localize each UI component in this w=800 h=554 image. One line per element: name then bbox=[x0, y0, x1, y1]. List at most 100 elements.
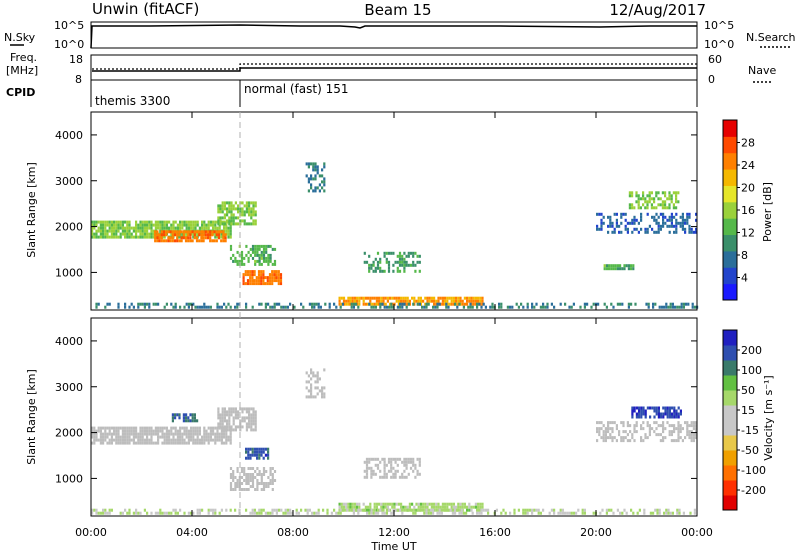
power-echo-cell bbox=[603, 302, 606, 306]
velocity-echo-cell bbox=[607, 427, 610, 431]
power-echo-cell bbox=[406, 299, 409, 303]
velocity-echo-cell bbox=[256, 488, 259, 491]
power-echo-cell bbox=[642, 197, 645, 201]
power-echo-cell bbox=[119, 235, 122, 239]
power-echo-cell bbox=[383, 305, 386, 309]
velocity-echo-cell bbox=[106, 435, 109, 439]
power-echo-cell bbox=[279, 279, 283, 283]
velocity-echo-cell bbox=[316, 380, 319, 384]
power-echo-cell bbox=[135, 223, 138, 227]
velocity-echo-cell bbox=[95, 432, 98, 436]
power-echo-cell bbox=[253, 273, 256, 277]
power-echo-cell bbox=[381, 269, 384, 273]
power-echo-cell bbox=[668, 215, 671, 219]
velocity-echo-cell bbox=[252, 407, 255, 411]
power-echo-cell bbox=[273, 302, 276, 306]
power-echo-cell bbox=[542, 302, 545, 306]
power-echo-cell bbox=[314, 168, 317, 172]
velocity-echo-cell bbox=[95, 435, 98, 439]
velocity-echo-cell bbox=[688, 436, 691, 440]
power-echo-cell bbox=[671, 305, 674, 309]
power-echo-cell bbox=[316, 165, 319, 169]
velocity-echo-cell bbox=[403, 463, 406, 467]
power-echo-cell bbox=[417, 299, 420, 303]
velocity-echo-cell bbox=[223, 428, 226, 432]
power-echo-cell bbox=[189, 236, 192, 240]
velocity-echo-cell bbox=[461, 505, 464, 509]
velocity-echo-cell bbox=[415, 508, 418, 512]
velocity-echo-cell bbox=[256, 450, 259, 454]
velocity-echo-cell bbox=[677, 424, 680, 428]
velocity-echo-cell bbox=[161, 426, 164, 430]
velocity-echo-cell bbox=[192, 438, 195, 442]
velocity-echo-cell bbox=[93, 432, 96, 436]
power-echo-cell bbox=[673, 215, 676, 219]
velocity-echo-cell bbox=[338, 505, 341, 509]
velocity-echo-cell bbox=[316, 377, 319, 381]
power-echo-cell bbox=[146, 302, 149, 306]
velocity-echo-cell bbox=[602, 439, 605, 443]
velocity-echo-cell bbox=[396, 457, 399, 461]
velocity-echo-cell bbox=[104, 438, 107, 442]
velocity-echo-cell bbox=[671, 511, 674, 515]
power-echo-cell bbox=[403, 257, 406, 261]
power-echo-cell bbox=[269, 253, 272, 257]
velocity-echo-cell bbox=[183, 438, 186, 442]
velocity-echo-cell bbox=[413, 505, 416, 509]
power-echo-cell bbox=[148, 305, 151, 309]
power-echo-cell bbox=[174, 226, 177, 230]
power-echo-cell bbox=[108, 220, 111, 224]
power-echo-cell bbox=[143, 223, 146, 227]
power-echo-cell bbox=[664, 200, 667, 204]
power-echo-cell bbox=[214, 232, 217, 236]
power-echo-cell bbox=[509, 305, 512, 309]
velocity-colorbar-swatch bbox=[723, 450, 737, 466]
velocity-echo-cell bbox=[141, 429, 144, 433]
velocity-echo-cell bbox=[665, 508, 668, 512]
velocity-echo-cell bbox=[108, 432, 111, 436]
power-echo-cell bbox=[646, 206, 649, 210]
velocity-echo-cell bbox=[620, 439, 623, 443]
velocity-echo-cell bbox=[228, 422, 231, 426]
velocity-echo-cell bbox=[370, 475, 373, 479]
power-echo-cell bbox=[271, 276, 274, 280]
velocity-echo-cell bbox=[258, 453, 261, 457]
velocity-colorbar-tick-label: -15 bbox=[741, 424, 759, 437]
velocity-echo-cell bbox=[638, 508, 641, 512]
power-echo-cell bbox=[452, 296, 455, 300]
power-echo-cell bbox=[608, 264, 611, 268]
velocity-echo-cell bbox=[295, 511, 298, 515]
velocity-echo-cell bbox=[106, 441, 109, 445]
velocity-echo-cell bbox=[172, 438, 175, 442]
velocity-echo-cell bbox=[219, 419, 222, 423]
power-echo-cell bbox=[141, 302, 144, 306]
velocity-echo-cell bbox=[104, 432, 107, 436]
power-echo-cell bbox=[398, 260, 402, 264]
power-echo-cell bbox=[220, 232, 223, 236]
power-echo-cell bbox=[113, 235, 116, 239]
velocity-echo-cell bbox=[681, 427, 684, 431]
power-echo-cell bbox=[139, 232, 142, 236]
velocity-echo-cell bbox=[137, 432, 140, 436]
velocity-echo-cell bbox=[176, 413, 179, 417]
power-echo-cell bbox=[286, 305, 289, 309]
power-echo-cell bbox=[214, 220, 217, 224]
velocity-echo-cell bbox=[390, 475, 393, 479]
power-echo-cell bbox=[627, 302, 630, 306]
power-echo-cell bbox=[157, 220, 160, 224]
power-echo-cell bbox=[653, 218, 656, 222]
power-echo-cell bbox=[269, 305, 272, 309]
velocity-echo-cell bbox=[212, 426, 215, 430]
velocity-echo-cell bbox=[686, 421, 689, 425]
velocity-echo-cell bbox=[450, 502, 453, 506]
velocity-echo-cell bbox=[602, 436, 605, 440]
power-echo-cell bbox=[426, 299, 429, 303]
velocity-echo-cell bbox=[260, 488, 263, 491]
velocity-echo-cell bbox=[229, 473, 233, 476]
velocity-echo-cell bbox=[314, 374, 317, 378]
velocity-echo-cell bbox=[625, 511, 628, 515]
velocity-echo-cell bbox=[577, 508, 580, 512]
power-echo-cell bbox=[321, 168, 324, 172]
velocity-echo-cell bbox=[234, 482, 237, 485]
